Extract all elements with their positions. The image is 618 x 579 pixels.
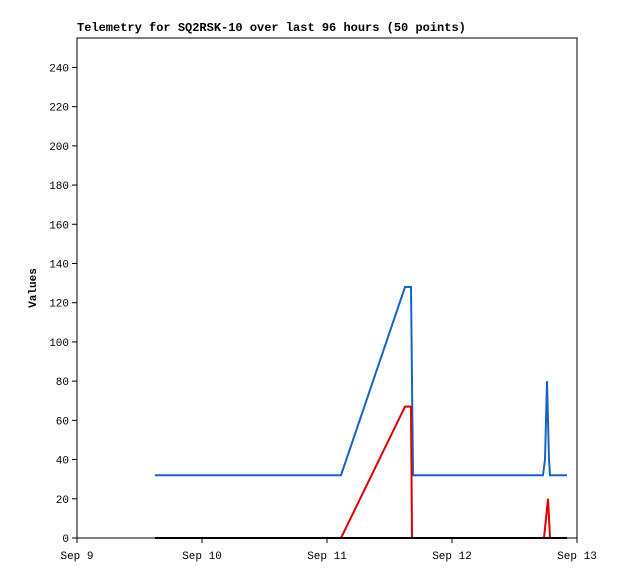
- y-tick-label: 240: [49, 63, 69, 75]
- series-line: [155, 405, 551, 539]
- y-tick-label: 120: [49, 299, 69, 311]
- y-axis-label: Values: [28, 268, 40, 308]
- x-tick-label: Sep 12: [432, 551, 472, 563]
- y-tick-label: 200: [49, 142, 69, 154]
- y-tick-label: 20: [56, 495, 69, 507]
- y-tick-label: 60: [56, 416, 69, 428]
- plot-frame: [76, 37, 578, 539]
- x-tick-label: Sep 11: [307, 551, 347, 563]
- y-tick-label: 160: [49, 220, 69, 232]
- y-tick-label: 0: [62, 534, 69, 546]
- x-tick-label: Sep 10: [182, 551, 222, 563]
- x-tick-label: Sep 9: [60, 551, 93, 563]
- y-tick-label: 40: [56, 456, 69, 468]
- chart-title: Telemetry for SQ2RSK-10 over last 96 hou…: [77, 21, 466, 35]
- y-tick-label: 140: [49, 259, 69, 271]
- y-tick-label: 100: [49, 338, 69, 350]
- y-tick-label: 80: [56, 377, 69, 389]
- series-line: [155, 286, 567, 477]
- x-tick-label: Sep 13: [557, 551, 597, 563]
- y-tick-label: 180: [49, 181, 69, 193]
- y-tick-label: 220: [49, 103, 69, 115]
